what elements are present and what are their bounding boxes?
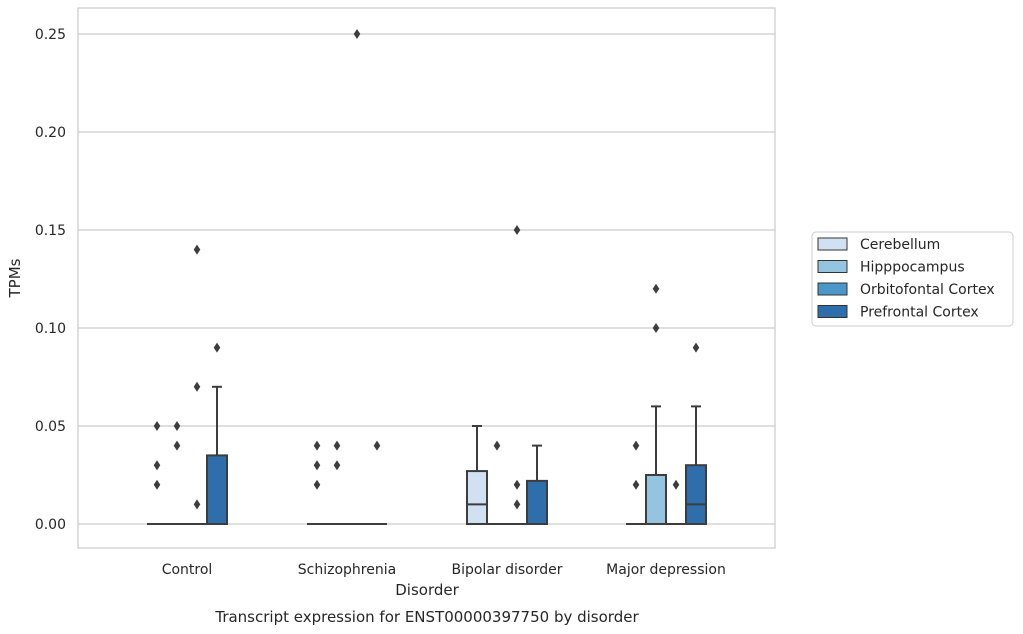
box-cerebellum xyxy=(466,425,488,525)
outlier-point xyxy=(333,460,341,471)
outlier-point xyxy=(652,323,660,333)
outlier-point xyxy=(373,440,381,451)
outlier-point xyxy=(513,499,521,510)
legend-frame xyxy=(811,231,1014,327)
box-prefrontal-cortex xyxy=(206,342,228,525)
box-body xyxy=(206,454,228,525)
y-axis-label: TPMs xyxy=(6,258,24,298)
y-tick-label: 0.15 xyxy=(35,223,66,239)
legend-swatch xyxy=(817,305,848,318)
outlier-point xyxy=(193,499,201,510)
outlier-point xyxy=(493,440,501,451)
outlier-point xyxy=(313,479,321,490)
grid-lines xyxy=(78,33,775,525)
legend-swatch xyxy=(817,260,848,273)
outlier-point xyxy=(513,225,521,235)
x-tick-label: Major depression xyxy=(606,562,726,578)
box-prefrontal-cortex xyxy=(526,444,548,526)
outlier-point xyxy=(193,244,201,255)
box-cerebellum xyxy=(147,421,167,525)
outlier-point xyxy=(313,440,321,451)
box-body xyxy=(685,464,707,526)
box-hipppocampus xyxy=(327,440,347,525)
outlier-point xyxy=(313,460,321,471)
box-body xyxy=(645,474,667,525)
plot-area xyxy=(147,29,707,526)
outlier-point xyxy=(173,421,181,431)
box-body xyxy=(526,479,548,526)
x-tick-label: Schizophrenia xyxy=(298,562,396,578)
box-orbitofontal-cortex xyxy=(347,29,367,525)
box-orbitofontal-cortex xyxy=(666,479,686,525)
box-hipppocampus xyxy=(645,283,667,525)
outlier-point xyxy=(692,342,700,353)
outlier-point xyxy=(193,381,201,392)
legend: Cerebellum Hipppocampus Orbitofontal Corte… xyxy=(811,231,1014,327)
legend-label: Prefrontal Cortex xyxy=(860,305,979,321)
box-hipppocampus xyxy=(487,440,507,525)
outlier-point xyxy=(173,440,181,451)
legend-swatch xyxy=(817,237,848,251)
outlier-point xyxy=(153,479,161,490)
x-tick-labels: Control Schizophrenia Bipolar disorder Majo… xyxy=(162,562,726,578)
box-prefrontal-cortex xyxy=(685,342,707,526)
legend-swatch xyxy=(817,282,848,296)
x-tick-label: Control xyxy=(162,562,213,578)
outlier-point xyxy=(153,421,161,431)
outlier-point xyxy=(213,342,221,353)
outlier-point xyxy=(153,460,161,471)
legend-label: Hipppocampus xyxy=(860,260,965,276)
legend-label: Orbitofontal Cortex xyxy=(860,282,995,298)
y-tick-label: 0.25 xyxy=(35,27,66,43)
y-tick-label: 0.20 xyxy=(35,125,66,141)
chart-caption: Transcript expression for ENST0000039775… xyxy=(214,608,639,626)
box-orbitofontal-cortex xyxy=(507,225,527,525)
outlier-point xyxy=(353,29,361,39)
outlier-point xyxy=(672,479,680,490)
outlier-point xyxy=(513,479,521,490)
y-tick-label: 0.10 xyxy=(35,321,66,337)
box-body xyxy=(466,470,488,525)
outlier-point xyxy=(632,479,640,490)
box-cerebellum xyxy=(626,440,646,525)
y-tick-labels: 0.00 0.05 0.10 0.15 0.20 0.25 xyxy=(35,27,66,533)
box-cerebellum xyxy=(307,440,327,525)
plot-frame xyxy=(77,7,776,549)
y-tick-label: 0.00 xyxy=(35,517,66,533)
legend-label: Cerebellum xyxy=(860,237,940,253)
box-hipppocampus xyxy=(167,421,187,525)
x-tick-label: Bipolar disorder xyxy=(451,562,562,578)
outlier-point xyxy=(652,283,660,294)
box-prefrontal-cortex xyxy=(367,440,387,525)
outlier-point xyxy=(632,440,640,451)
box-orbitofontal-cortex xyxy=(187,244,207,525)
y-tick-label: 0.05 xyxy=(35,419,66,435)
x-axis-label: Disorder xyxy=(395,581,459,599)
outlier-point xyxy=(333,440,341,451)
